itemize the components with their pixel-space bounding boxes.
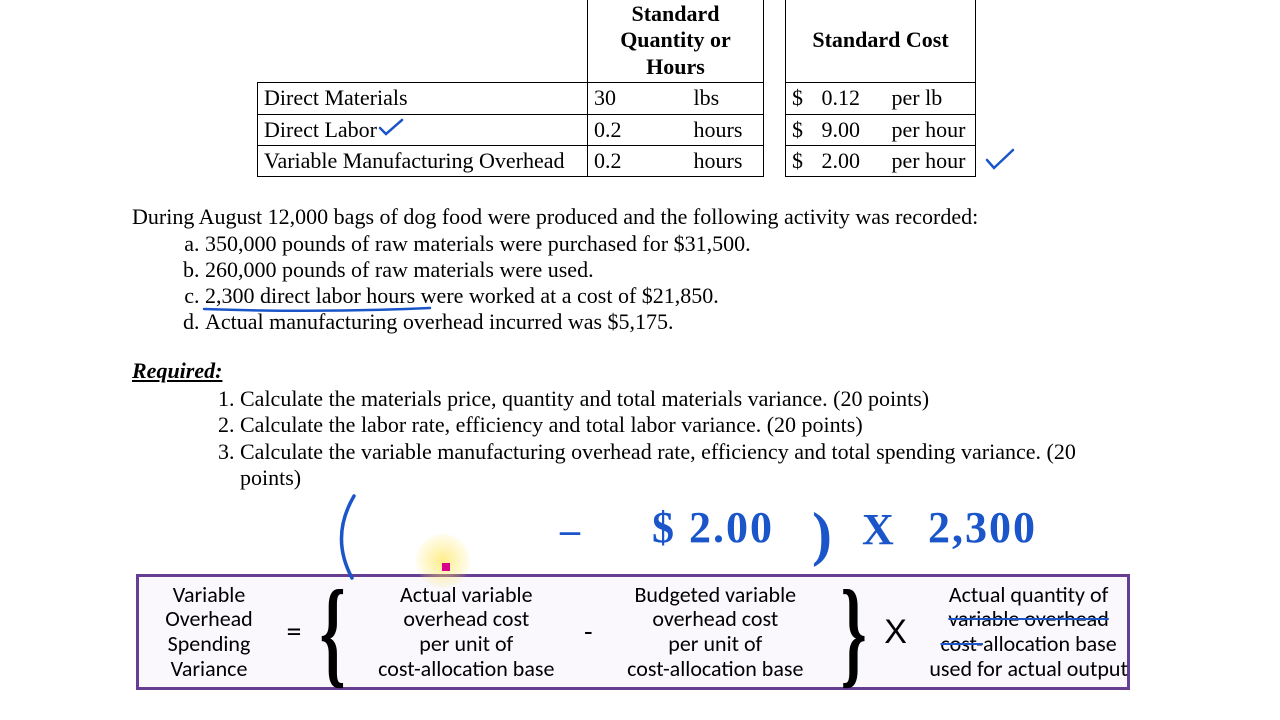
list-item: Actual manufacturing overhead incurred w… [205,309,751,335]
formula-box: Variable Overhead Spending Variance = { … [136,574,1130,690]
equals-sign: = [279,615,309,649]
list-item: Calculate the variable manufacturing ove… [240,439,1120,492]
required-heading: Required: [132,358,222,384]
handwritten-rparen: ) [812,498,832,570]
list-item: 260,000 pounds of raw materials were use… [205,257,751,283]
standards-table: Standard Quantity or Hours Standard Cost… [257,0,976,177]
handwritten-two: $ 2.00 [652,502,774,555]
formula-label: Variable Overhead Spending Variance [139,583,279,682]
times-sign: X [878,613,914,651]
required-list: Calculate the materials price, quantity … [240,386,1120,492]
header-cost: Standard Cost [786,0,976,83]
intro-text: During August 12,000 bags of dog food we… [132,204,978,230]
list-item: 2,300 direct labor hours were worked at … [205,283,751,309]
formula-term-3: Actual quantity of variable overhead cos… [914,583,1144,682]
table-row: Variable Manufacturing Overhead 0.2 hour… [258,145,976,176]
table-row: Direct Labor 0.2 hours $ 9.00 per hour [258,114,976,145]
activity-list: 350,000 pounds of raw materials were pur… [205,231,751,335]
table-row: Direct Materials 30 lbs $ 0.12 per lb [258,83,976,114]
list-item: 350,000 pounds of raw materials were pur… [205,231,751,257]
handwritten-minus: – [560,506,580,554]
handwritten-times: X [862,504,894,557]
cursor-icon [442,563,450,571]
handwritten-qty: 2,300 [928,502,1037,555]
formula-term-2: Budgeted variable overhead cost per unit… [600,583,830,682]
minus-sign: - [576,616,600,647]
list-item: Calculate the materials price, quantity … [240,386,1120,412]
header-qty: Standard Quantity or Hours [588,0,764,83]
check-icon [985,148,1015,172]
list-item: Calculate the labor rate, efficiency and… [240,412,1120,438]
page: { "standards": { "header_qty": "Standard… [0,0,1280,720]
formula-term-1: Actual variable overhead cost per unit o… [356,583,576,682]
